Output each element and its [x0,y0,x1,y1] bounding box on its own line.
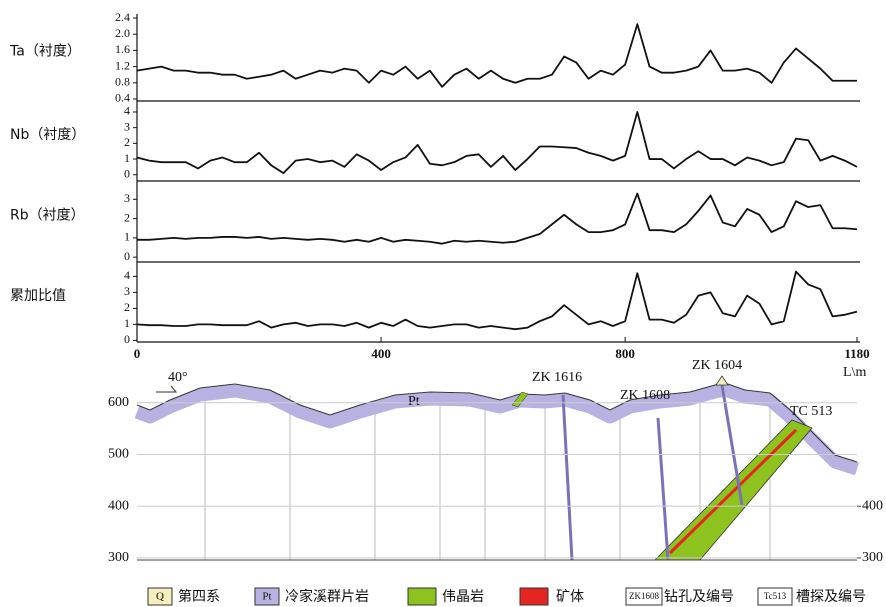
legend-symbol: Pt [262,591,271,603]
legend-label: 槽探及编号 [796,589,866,605]
elevation-label: 300 [862,550,883,565]
legend: Q 第四系 Pt 冷家溪群片岩 伟晶岩 矿体 ZK1608 钻孔及编号 Tc51… [148,588,866,605]
drillhole-label: ZK 1604 [692,358,742,373]
y-tick-label: 2.0 [115,26,130,40]
page: 40° Pt ZK 1616 ZK 1608 ZK 1604 TC 513 Q … [0,0,886,607]
data-line [137,194,857,244]
drillhole-label: ZK 1616 [532,370,582,385]
y-tick-label: 4 [124,104,130,118]
y-tick-label: 3 [124,191,130,205]
y-tick-label: 0 [124,332,130,346]
elevation-label: 500 [108,447,129,462]
y-tick-label: 1 [124,151,130,165]
drillhole-label: ZK 1608 [620,388,670,403]
data-line [137,112,857,173]
y-tick-label: 0.8 [115,75,130,89]
y-tick-label: 4 [124,268,130,282]
legend-symbol: Q [156,591,164,603]
x-tick-label: 400 [371,346,391,361]
data-line [137,24,857,87]
cross-section: 40° Pt ZK 1616 ZK 1608 ZK 1604 TC 513 [137,358,857,560]
elevation-label: 600 [108,395,129,410]
legend-label: 矿体 [556,589,584,605]
y-tick-label: 0 [124,249,130,263]
legend-swatch [520,588,548,605]
y-tick-label: 0.4 [115,91,130,105]
y-tick-label: 2 [124,135,130,149]
legend-symbol: Tc513 [764,591,787,601]
unit-label: Pt [408,394,420,409]
y-tick-label: 1.6 [115,42,130,56]
legend-label: 伟晶岩 [442,589,484,605]
legend-label: 冷家溪群片岩 [285,588,369,605]
chart-title: Ta（衬度） [9,44,81,60]
chart-title: Rb（衬度） [10,208,85,224]
figure: 40° Pt ZK 1616 ZK 1608 ZK 1604 TC 513 Q … [0,0,886,607]
legend-swatch [408,588,436,605]
y-tick-label: 3 [124,284,130,298]
y-tick-label: 2 [124,210,130,224]
elevation-label: 400 [862,498,883,513]
y-tick-label: 1 [124,230,130,244]
legend-label: 第四系 [178,588,220,605]
chart-title: Nb（衬度） [10,127,85,143]
legend-label: 钻孔及编号 [664,589,734,605]
dip-label: 40° [168,370,188,385]
y-tick-label: 1.2 [115,58,130,72]
y-tick-label: 2.4 [115,10,130,24]
y-tick-label: 3 [124,119,130,133]
y-tick-label: 0 [124,166,130,180]
trench-label: TC 513 [790,404,832,419]
drill-collar [716,376,728,385]
data-line [137,272,857,330]
x-tick-label: 0 [134,346,141,361]
elevation-label: 300 [108,550,129,565]
chart-title: 累加比值 [10,288,66,304]
x-tick-label: 800 [615,346,635,361]
x-axis-label: L\m [843,365,866,380]
elevation-label: 400 [108,498,129,513]
y-tick-label: 2 [124,300,130,314]
y-tick-label: 1 [124,316,130,330]
legend-symbol: ZK1608 [629,591,659,601]
x-tick-label: 1180 [844,346,869,361]
